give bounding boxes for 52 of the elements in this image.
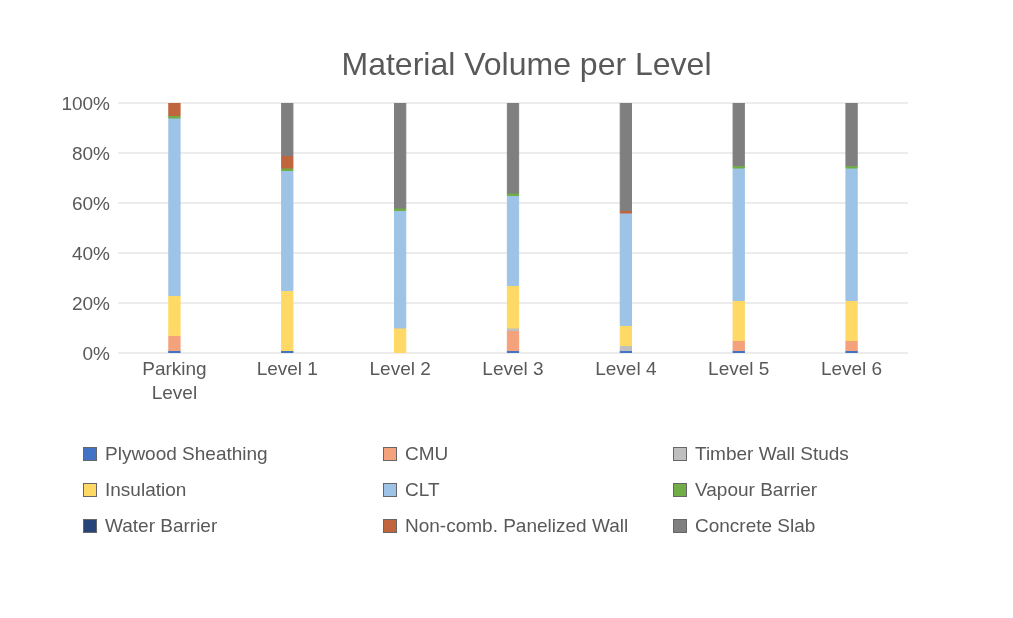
bar — [732, 340, 745, 351]
x-tick-label: Level 5 — [708, 358, 770, 379]
bar — [168, 115, 181, 119]
bar — [732, 103, 745, 166]
x-tick-label: Level 1 — [256, 358, 318, 379]
legend-label: Water Barrier — [105, 515, 218, 537]
legend-label: CLT — [405, 479, 440, 501]
bar — [506, 330, 520, 351]
bar — [168, 335, 181, 351]
x-tick-label: Level 3 — [482, 358, 544, 379]
bar — [281, 155, 294, 169]
bar — [168, 295, 181, 336]
bar — [281, 103, 294, 156]
bar — [506, 195, 520, 286]
bar — [619, 212, 632, 326]
bar — [845, 167, 858, 301]
legend-label: Timber Wall Studs — [695, 443, 849, 465]
bar — [845, 103, 858, 166]
y-tick-label: 0% — [82, 342, 111, 364]
legend-label: CMU — [405, 443, 449, 465]
legend-label: Plywood Sheathing — [105, 443, 268, 465]
legend-label: Concrete Slab — [695, 515, 816, 537]
bar — [394, 103, 407, 209]
chart-title: Material Volume per Level — [340, 45, 713, 83]
x-tick-label: Parking Level — [142, 358, 207, 403]
bar — [168, 103, 181, 116]
y-tick-label: 60% — [71, 192, 111, 214]
bar — [732, 167, 745, 301]
legend-label: Insulation — [105, 479, 187, 501]
bar — [168, 117, 181, 296]
bar — [732, 300, 745, 341]
y-tick-label: 40% — [71, 242, 111, 264]
x-tick-label: Level 6 — [820, 358, 883, 379]
bar — [281, 170, 294, 291]
legend-label: Vapour Barrier — [695, 479, 818, 501]
bar — [732, 165, 745, 169]
bar — [619, 325, 632, 346]
bar — [619, 103, 632, 211]
legend-label: Non-comb. Panelized Wall — [405, 515, 629, 537]
bar — [394, 210, 407, 329]
y-tick-label: 80% — [71, 142, 111, 164]
x-tick-label: Level 4 — [595, 358, 657, 379]
y-tick-label: 20% — [71, 292, 111, 314]
bar — [845, 165, 858, 169]
y-tick-label: 100% — [61, 92, 111, 114]
bar — [394, 327, 407, 353]
bar — [845, 340, 858, 351]
bar — [845, 300, 858, 341]
x-tick-label: Level 2 — [369, 358, 431, 379]
bar — [506, 103, 520, 194]
bar — [281, 290, 294, 351]
bar — [506, 285, 520, 329]
